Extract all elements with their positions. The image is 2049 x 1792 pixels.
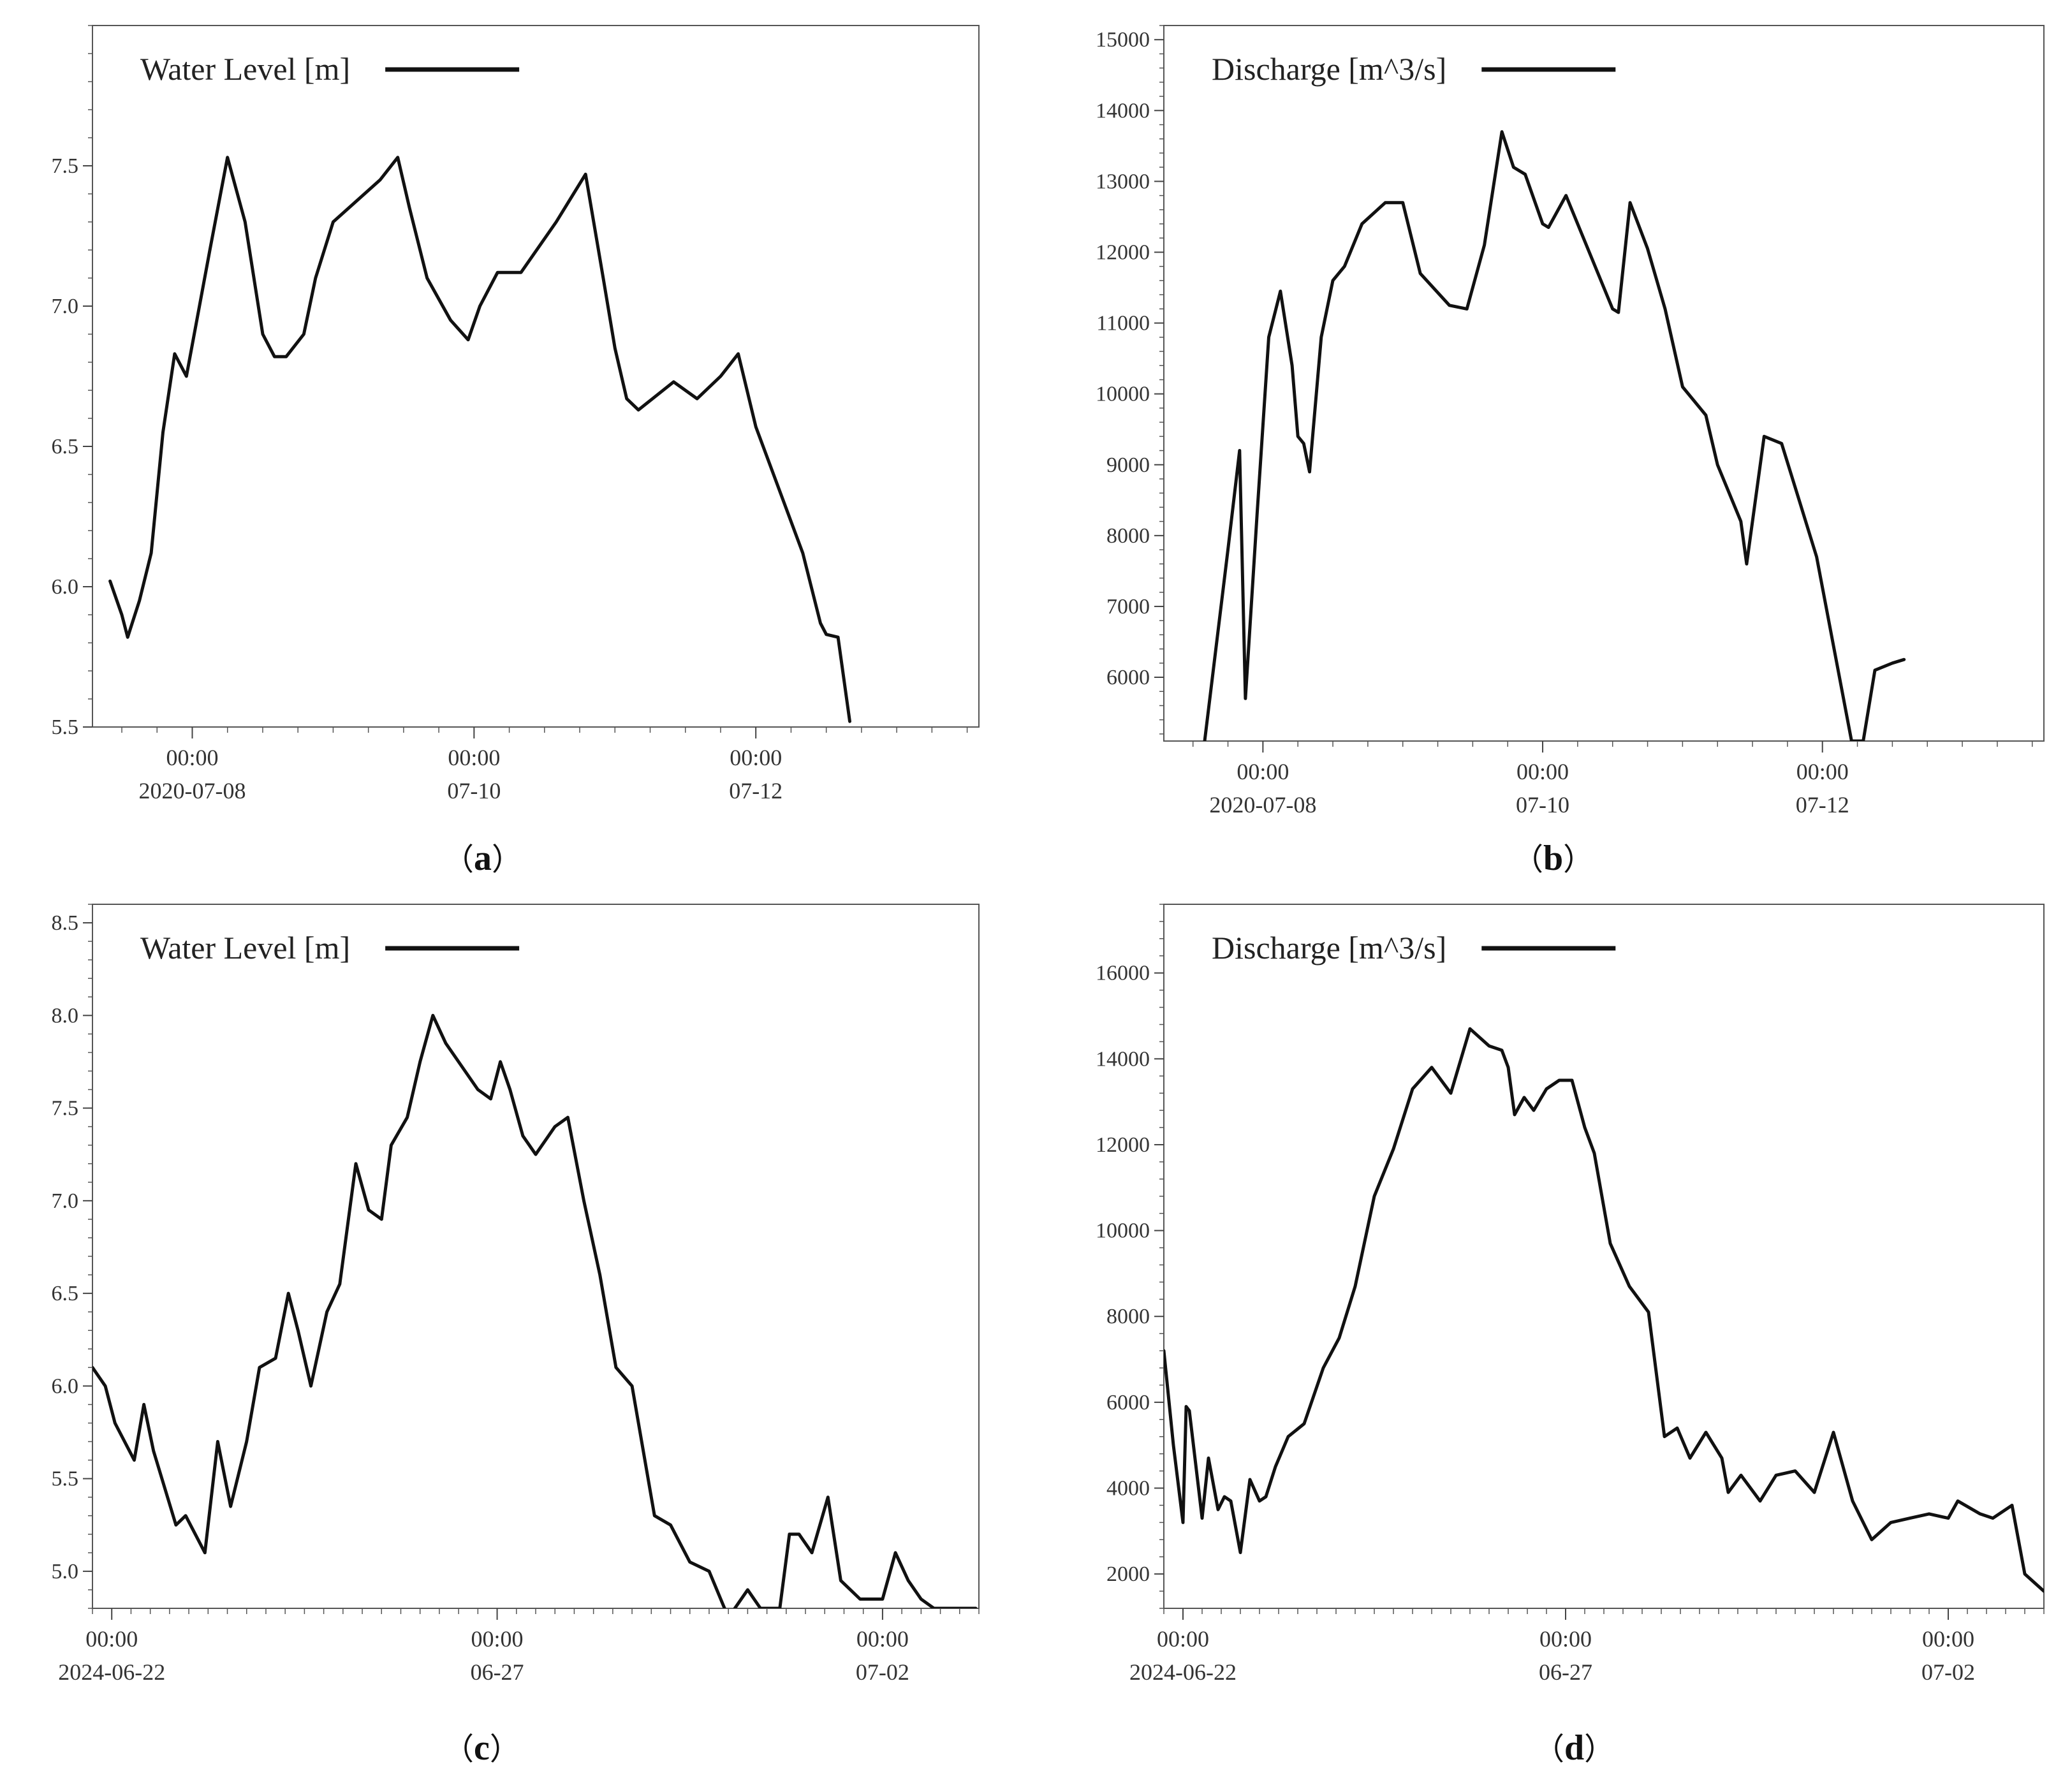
x-tick-label-date: 07-02	[856, 1659, 909, 1685]
y-tick-label: 14000	[1096, 1047, 1150, 1071]
chart-panel-c: 5.0 5.5 6.0 6.5 7.0 7.5 8.0 8.5 00:00 2024-06-22 0…	[52, 904, 980, 1685]
y-tick-label: 8000	[1106, 1305, 1150, 1328]
x-tick-label-time: 00:00	[1796, 759, 1849, 784]
plot-frame	[92, 904, 980, 1609]
x-tick-label-time: 00:00	[1922, 1626, 1974, 1652]
y-tick-label: 16000	[1096, 962, 1150, 985]
y-tick-label: 12000	[1096, 1133, 1150, 1157]
legend-label: Water Level [m]	[140, 51, 350, 87]
y-tick-label: 12000	[1096, 240, 1150, 264]
plot-frame	[1163, 904, 2045, 1609]
y-tick-label: 6.0	[52, 575, 79, 599]
series-line-a	[108, 156, 851, 723]
x-tick-label-time: 00:00	[1237, 759, 1289, 784]
y-tick-label: 6.5	[52, 1282, 79, 1305]
y-tick-label: 6.5	[52, 435, 79, 459]
x-tick-label-date: 2024-06-22	[1129, 1659, 1237, 1685]
y-tick-label: 13000	[1096, 170, 1150, 193]
y-tick-label: 4000	[1106, 1477, 1150, 1501]
y-tick-label: 15000	[1096, 28, 1150, 52]
y-tick-label: 10000	[1096, 1219, 1150, 1243]
x-tick-label-time: 00:00	[1517, 759, 1569, 784]
x-tick-label-date: 06-27	[471, 1659, 524, 1685]
legend-label: Discharge [m^3/s]	[1212, 51, 1446, 87]
x-tick-label-time: 00:00	[730, 745, 782, 770]
y-tick-label: 2000	[1106, 1562, 1150, 1586]
x-tick-label-time: 00:00	[1157, 1626, 1209, 1652]
series-line-c	[92, 1013, 978, 1608]
y-tick-label: 7.0	[52, 1189, 79, 1213]
x-tick-label-time: 00:00	[85, 1626, 138, 1652]
y-tick-label: 9000	[1106, 453, 1150, 477]
x-tick-label-date: 07-12	[729, 778, 782, 804]
chart-panel-d: 2000 4000 6000 8000 10000 12000 14000 16000 00:0…	[1096, 904, 2045, 1685]
x-tick-label-time: 00:00	[448, 745, 500, 770]
chart-panel-a: 5.5 6.0 6.5 7.0 7.5 00:00 2020-07-08 00:00 07-10…	[52, 25, 980, 804]
y-tick-label: 8.5	[52, 911, 79, 935]
x-tick-label-date: 2020-07-08	[1209, 792, 1316, 818]
x-tick-label-time: 00:00	[471, 1626, 524, 1652]
x-tick-label-date: 07-02	[1921, 1659, 1975, 1685]
y-tick-label: 7.0	[52, 295, 79, 318]
y-tick-label: 6.0	[52, 1374, 79, 1398]
y-tick-label: 7000	[1106, 595, 1150, 619]
legend-label: Water Level [m]	[140, 930, 350, 966]
x-tick-label-time: 00:00	[166, 745, 218, 770]
series-line-b	[1203, 130, 1906, 741]
x-tick-label-date: 06-27	[1539, 1659, 1592, 1685]
x-tick-label-date: 2020-07-08	[138, 778, 246, 804]
x-tick-label-time: 00:00	[1539, 1626, 1592, 1652]
y-tick-label: 7.5	[52, 154, 79, 178]
y-tick-label: 8.0	[52, 1004, 79, 1027]
y-tick-label: 6000	[1106, 666, 1150, 689]
y-tick-label: 11000	[1096, 312, 1150, 335]
y-tick-label: 5.0	[52, 1560, 79, 1583]
caption-letter-d: d	[1564, 1728, 1585, 1768]
y-tick-label: 5.5	[52, 1467, 79, 1491]
y-tick-label: 14000	[1096, 99, 1150, 122]
caption-letter-c: c	[474, 1728, 490, 1768]
plot-frame	[92, 25, 980, 728]
x-tick-label-date: 2024-06-22	[58, 1659, 165, 1685]
y-tick-label: 10000	[1096, 383, 1150, 406]
caption-letter-a: a	[474, 839, 492, 878]
caption-d: （d）	[1534, 1728, 1615, 1768]
x-tick-label-date: 07-10	[447, 778, 501, 804]
y-tick-label: 5.5	[52, 716, 79, 739]
x-tick-label-date: 07-12	[1796, 792, 1849, 818]
x-tick-label-date: 07-10	[1516, 792, 1569, 818]
caption-letter-b: b	[1543, 839, 1564, 878]
series-line-d	[1164, 1027, 2044, 1593]
plot-frame	[1163, 25, 2045, 742]
caption-b: （b）	[1513, 839, 1594, 878]
caption-c: （c）	[443, 1728, 520, 1768]
caption-a: （a）	[443, 839, 523, 878]
legend-label: Discharge [m^3/s]	[1212, 930, 1446, 966]
x-tick-label-time: 00:00	[856, 1626, 909, 1652]
chart-panel-b: 6000 7000 8000 9000 10000 11000 12000 13000 1400…	[1096, 25, 2045, 818]
y-tick-label: 7.5	[52, 1097, 79, 1120]
y-tick-label: 8000	[1106, 524, 1150, 548]
y-tick-label: 6000	[1106, 1391, 1150, 1414]
